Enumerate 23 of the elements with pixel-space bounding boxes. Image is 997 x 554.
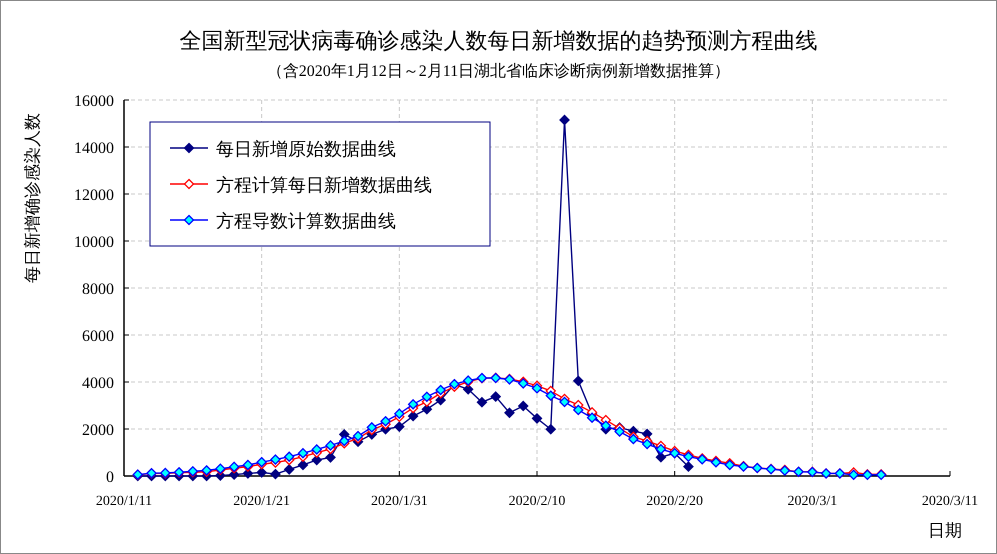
x-tick-label: 2020/1/11 <box>96 494 152 509</box>
x-tick-label: 2020/2/20 <box>646 494 704 509</box>
y-tick-label: 6000 <box>82 328 114 345</box>
x-tick-label: 2020/3/11 <box>922 494 978 509</box>
x-tick-label: 2020/3/1 <box>787 494 838 509</box>
legend-label: 每日新增原始数据曲线 <box>216 139 396 159</box>
x-tick-label: 2020/1/21 <box>233 494 290 509</box>
chart-title: 全国新型冠状病毒确诊感染人数每日新增数据的趋势预测方程曲线 <box>180 28 818 53</box>
legend-label: 方程导数计算数据曲线 <box>216 211 396 231</box>
x-tick-label: 2020/2/10 <box>508 494 566 509</box>
x-axis-title: 日期 <box>928 521 962 540</box>
y-tick-label: 4000 <box>82 375 114 392</box>
y-tick-label: 14000 <box>74 140 114 157</box>
y-tick-label: 2000 <box>82 422 114 439</box>
y-tick-label: 12000 <box>74 187 114 204</box>
x-tick-label: 2020/1/31 <box>370 494 428 509</box>
y-tick-label: 10000 <box>74 234 114 251</box>
chart-subtitle: （含2020年1月12日～2月11日湖北省临床诊断病例新增数据推算） <box>266 62 730 80</box>
y-tick-label: 0 <box>106 469 114 486</box>
y-tick-label: 16000 <box>74 93 114 110</box>
legend-label: 方程计算每日新增数据曲线 <box>216 175 432 195</box>
y-tick-label: 8000 <box>82 281 114 298</box>
y-axis-title: 每日新增确诊感染人数 <box>23 113 42 283</box>
